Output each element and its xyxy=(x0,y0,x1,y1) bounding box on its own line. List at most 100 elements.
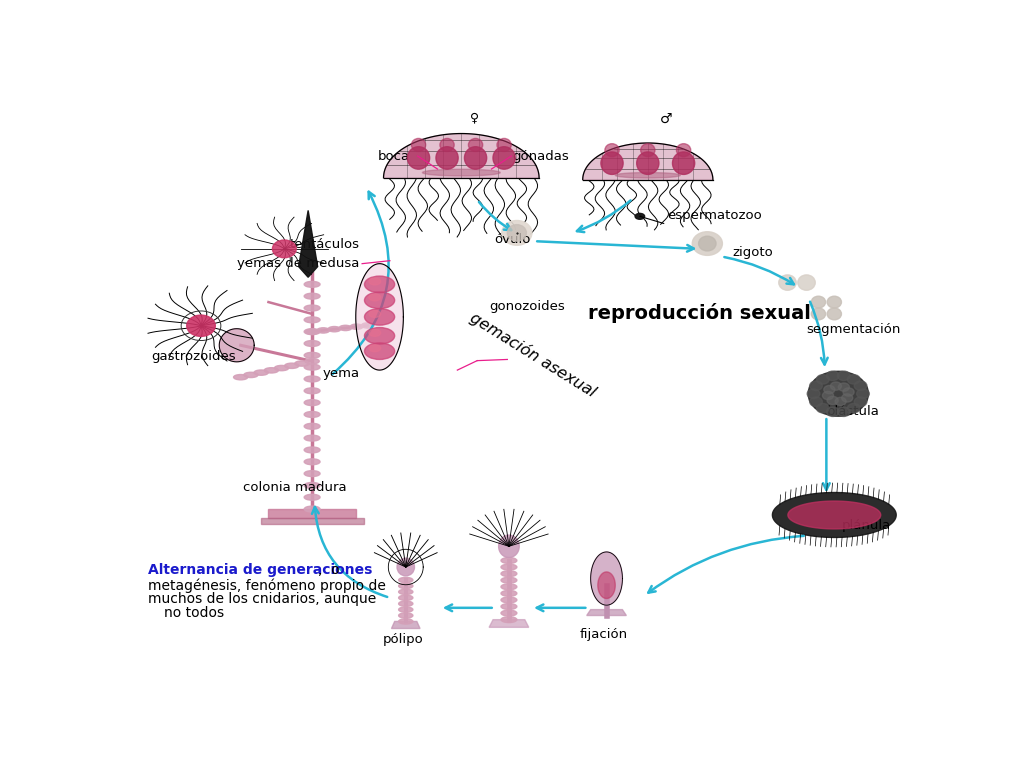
Text: pólipo: pólipo xyxy=(383,634,424,646)
Ellipse shape xyxy=(304,305,321,311)
Polygon shape xyxy=(384,134,539,178)
Ellipse shape xyxy=(328,326,341,332)
Ellipse shape xyxy=(847,375,860,384)
Ellipse shape xyxy=(816,375,829,384)
Ellipse shape xyxy=(501,564,517,570)
Ellipse shape xyxy=(295,361,309,366)
Polygon shape xyxy=(489,620,528,627)
Ellipse shape xyxy=(306,329,318,334)
Text: gonozoides: gonozoides xyxy=(489,300,565,313)
Text: tentáculos: tentáculos xyxy=(290,238,359,251)
Ellipse shape xyxy=(316,328,330,333)
Ellipse shape xyxy=(304,471,321,476)
Ellipse shape xyxy=(365,343,394,359)
Ellipse shape xyxy=(304,388,321,394)
Ellipse shape xyxy=(365,309,394,325)
Ellipse shape xyxy=(264,368,279,373)
Ellipse shape xyxy=(304,447,321,453)
Ellipse shape xyxy=(361,323,374,328)
Text: gemación asexual: gemación asexual xyxy=(467,310,599,400)
Ellipse shape xyxy=(847,403,860,413)
Ellipse shape xyxy=(811,308,825,319)
Ellipse shape xyxy=(350,324,362,329)
Ellipse shape xyxy=(304,340,321,346)
Ellipse shape xyxy=(304,353,321,358)
Ellipse shape xyxy=(304,495,321,500)
Ellipse shape xyxy=(811,296,825,308)
Ellipse shape xyxy=(244,372,258,378)
Ellipse shape xyxy=(274,366,289,371)
Polygon shape xyxy=(587,610,627,615)
Ellipse shape xyxy=(501,571,517,577)
Ellipse shape xyxy=(408,147,430,169)
Ellipse shape xyxy=(843,388,854,396)
Ellipse shape xyxy=(822,392,834,399)
Text: óvulo: óvulo xyxy=(494,233,530,246)
Text: plánula: plánula xyxy=(842,518,892,531)
Ellipse shape xyxy=(412,138,426,151)
Ellipse shape xyxy=(398,595,413,601)
Circle shape xyxy=(186,315,215,336)
Ellipse shape xyxy=(339,326,352,330)
Text: boca: boca xyxy=(378,150,410,163)
Ellipse shape xyxy=(798,275,815,290)
Ellipse shape xyxy=(835,397,846,406)
Ellipse shape xyxy=(816,403,829,413)
Text: gastrozoides: gastrozoides xyxy=(151,350,236,363)
Ellipse shape xyxy=(493,147,515,169)
Ellipse shape xyxy=(304,293,321,300)
Ellipse shape xyxy=(304,329,321,335)
Text: ,  o: , o xyxy=(318,563,340,577)
Ellipse shape xyxy=(635,214,645,220)
Ellipse shape xyxy=(502,220,531,245)
Ellipse shape xyxy=(838,407,850,416)
Text: segmentación: segmentación xyxy=(807,323,901,336)
Ellipse shape xyxy=(436,147,458,169)
Polygon shape xyxy=(772,492,896,538)
Ellipse shape xyxy=(440,138,455,151)
Ellipse shape xyxy=(839,383,850,391)
Ellipse shape xyxy=(398,578,413,583)
Ellipse shape xyxy=(501,610,517,616)
Text: metagénesis, fenómeno propio de: metagénesis, fenómeno propio de xyxy=(147,578,386,593)
Ellipse shape xyxy=(826,371,839,380)
Ellipse shape xyxy=(304,399,321,406)
Ellipse shape xyxy=(827,308,842,319)
Ellipse shape xyxy=(398,619,413,624)
Text: no todos: no todos xyxy=(164,605,224,620)
Text: yemas de medusa: yemas de medusa xyxy=(238,257,359,270)
Ellipse shape xyxy=(810,381,822,390)
Ellipse shape xyxy=(641,144,655,157)
Ellipse shape xyxy=(501,558,517,564)
Text: reproducción sexual: reproducción sexual xyxy=(588,303,811,323)
Ellipse shape xyxy=(854,381,867,390)
Ellipse shape xyxy=(304,376,321,382)
Text: muchos de los cnidarios, aunque: muchos de los cnidarios, aunque xyxy=(147,592,376,606)
Ellipse shape xyxy=(423,169,500,176)
Ellipse shape xyxy=(807,389,820,399)
Ellipse shape xyxy=(285,363,299,369)
Ellipse shape xyxy=(369,294,381,301)
Ellipse shape xyxy=(615,173,680,178)
Text: blástula: blástula xyxy=(826,405,880,418)
Ellipse shape xyxy=(827,396,839,405)
Ellipse shape xyxy=(810,397,822,406)
Ellipse shape xyxy=(854,397,867,406)
Polygon shape xyxy=(598,572,615,598)
Ellipse shape xyxy=(369,310,381,317)
Ellipse shape xyxy=(501,604,517,610)
Ellipse shape xyxy=(698,236,716,251)
Ellipse shape xyxy=(397,558,415,576)
Polygon shape xyxy=(299,210,317,277)
Ellipse shape xyxy=(398,613,413,618)
Ellipse shape xyxy=(233,375,248,380)
Ellipse shape xyxy=(501,597,517,603)
Polygon shape xyxy=(219,329,254,362)
Ellipse shape xyxy=(827,296,842,308)
Ellipse shape xyxy=(398,607,413,612)
Ellipse shape xyxy=(398,589,413,594)
Polygon shape xyxy=(583,143,713,180)
Ellipse shape xyxy=(823,386,835,394)
Text: ♂: ♂ xyxy=(659,112,673,126)
Polygon shape xyxy=(268,509,355,518)
